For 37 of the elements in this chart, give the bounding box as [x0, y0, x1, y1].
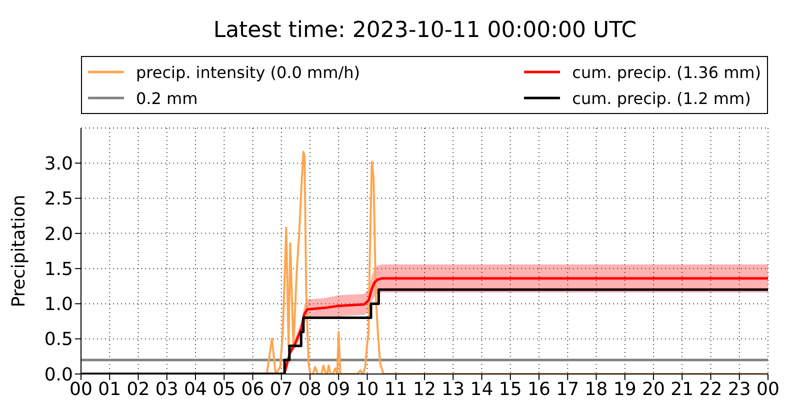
y-tick-label: 1.5 — [44, 258, 73, 280]
legend-label: cum. precip. (1.36 mm) — [572, 62, 761, 82]
x-tick-label: 15 — [498, 378, 522, 400]
x-tick-label: 02 — [126, 378, 150, 400]
x-tick-label: 20 — [642, 378, 665, 400]
legend-label: cum. precip. (1.2 mm) — [572, 88, 751, 108]
y-tick-label: 2.5 — [44, 188, 73, 210]
x-tick-label: 09 — [327, 378, 350, 400]
x-tick-label: 18 — [584, 378, 608, 400]
legend-label: 0.2 mm — [136, 88, 198, 108]
x-tick-label: 08 — [298, 378, 322, 400]
y-tick-label: 2.0 — [44, 224, 73, 245]
y-tick-label: 3.0 — [44, 154, 73, 175]
x-tick-label: 12 — [413, 378, 436, 400]
x-tick-label: 16 — [528, 378, 550, 400]
x-tick-label: 00 — [756, 378, 780, 400]
chart-title: Latest time: 2023-10-11 00:00:00 UTC — [212, 18, 638, 43]
x-tick-label: 05 — [212, 378, 236, 400]
x-tick-label: 11 — [384, 378, 408, 400]
legend-label: precip. intensity (0.0 mm/h) — [136, 62, 360, 82]
x-tick-label: 10 — [356, 378, 379, 400]
x-tick-label: 22 — [699, 378, 722, 400]
x-tick-label: 07 — [270, 378, 293, 400]
y-tick-label: 1.0 — [44, 294, 73, 316]
x-tick-label: 19 — [613, 378, 636, 400]
x-tick-label: 00 — [70, 378, 92, 400]
y-tick-label: 0.5 — [44, 329, 73, 350]
x-tick-label: 13 — [442, 378, 465, 400]
x-tick-label: 17 — [556, 378, 580, 400]
x-tick-label: 06 — [241, 378, 264, 400]
x-tick-label: 21 — [670, 378, 694, 400]
x-tick-label: 01 — [98, 378, 122, 400]
x-tick-label: 03 — [155, 378, 178, 400]
x-tick-label: 14 — [470, 378, 494, 400]
x-tick-label: 04 — [184, 378, 207, 400]
x-tick-label: 23 — [728, 378, 751, 400]
y-axis-title: Precipitation — [8, 194, 30, 308]
